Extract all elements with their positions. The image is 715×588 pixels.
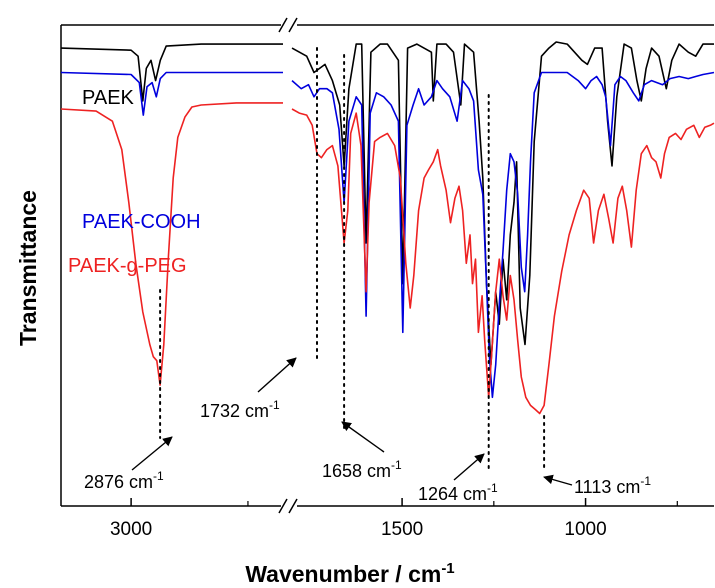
- svg-text:2876 cm-1: 2876 cm-1: [84, 469, 164, 492]
- series-layer: [60, 41, 715, 415]
- y-axis-title: Transmittance: [15, 190, 41, 346]
- annotation-1264: 1264 cm-1: [418, 453, 498, 504]
- annotation-1113-sup: -1: [640, 474, 651, 488]
- svg-text:1732 cm-1: 1732 cm-1: [200, 398, 280, 421]
- axis-break-top: [278, 17, 298, 33]
- annotation-1658-text: 1658 cm: [322, 461, 391, 481]
- x-axis-title: Wavenumber / cm-1: [245, 560, 454, 587]
- annotation-2876-text: 2876 cm: [84, 472, 153, 492]
- axis-break-bottom: [278, 498, 298, 514]
- series-0-segment-right: [291, 41, 714, 366]
- annotation-2876-sup: -1: [153, 469, 164, 483]
- series-0-segment-left: [60, 43, 283, 102]
- annotation-1658-sup: -1: [391, 458, 402, 472]
- annotation-1113: 1113 cm-1: [543, 474, 651, 497]
- series-1-segment-right: [291, 71, 715, 399]
- svg-text:1264 cm-1: 1264 cm-1: [418, 481, 498, 504]
- x-tick-label-1500: 1500: [381, 519, 423, 540]
- x-ticks: 3000 1500 1000: [110, 498, 678, 540]
- series-label-paek: PAEK: [82, 87, 135, 109]
- annotation-1732-sup: -1: [269, 398, 280, 412]
- guide-layer: [159, 47, 546, 471]
- annotation-1264-sup: -1: [487, 481, 498, 495]
- annotation-1658: 1658 cm-1: [322, 421, 402, 481]
- series-label-paek-cooh: PAEK-COOH: [82, 211, 201, 233]
- series-2-segment-left: [60, 102, 283, 386]
- annotation-1264-text: 1264 cm: [418, 484, 487, 504]
- series-2-segment-right: [291, 108, 715, 415]
- x-tick-label-1000: 1000: [564, 519, 606, 540]
- svg-text:1113 cm-1: 1113 cm-1: [574, 474, 651, 497]
- annotation-1732-text: 1732 cm: [200, 401, 269, 421]
- x-tick-label-3000: 3000: [110, 519, 152, 540]
- annotation-1113-text: 1113 cm: [574, 477, 640, 497]
- plot-frame: [60, 24, 714, 507]
- svg-text:1658 cm-1: 1658 cm-1: [322, 458, 402, 481]
- series-1-segment-left: [60, 71, 283, 116]
- annotation-2876: 2876 cm-1: [84, 436, 173, 492]
- series-label-paek-g-peg: PAEK-g-PEG: [68, 255, 187, 277]
- annotation-1732: 1732 cm-1: [200, 357, 297, 421]
